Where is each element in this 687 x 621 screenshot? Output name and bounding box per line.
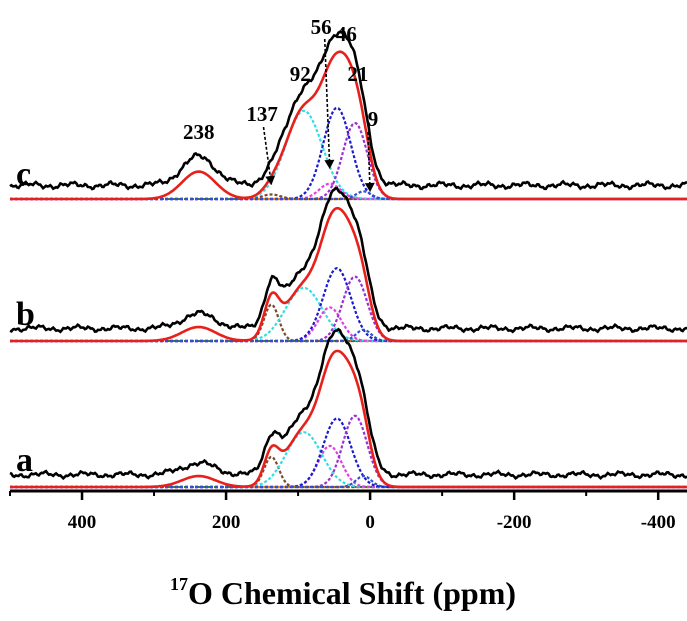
fit-sum-b	[10, 206, 687, 343]
peak-label-56: 56	[311, 15, 332, 39]
fit-sum-a	[10, 349, 687, 489]
peak-label-92: 92	[290, 62, 311, 86]
peak-label-46: 46	[336, 22, 357, 46]
panel-label-c: c	[16, 156, 31, 193]
component-56-a	[10, 444, 687, 489]
panel-label-b: b	[16, 296, 35, 333]
component-137-b	[10, 303, 687, 343]
fit-sum-c	[10, 50, 687, 201]
experimental-a	[9, 327, 687, 481]
panel-label-a: a	[16, 442, 33, 479]
x-tick-label-200: 200	[212, 512, 241, 533]
peak-arrowhead-2	[364, 182, 375, 192]
experimental-c	[9, 30, 687, 191]
peak-arrow-2	[367, 131, 371, 193]
x-tick-label--400: -400	[641, 512, 676, 533]
experimental-b	[9, 186, 687, 334]
component-92-a	[10, 431, 687, 489]
peak-arrowhead-0	[265, 175, 276, 185]
component-137-a	[10, 455, 687, 489]
component-56-b	[10, 306, 687, 343]
panel-b: b	[9, 186, 687, 343]
panel-a: a	[9, 327, 687, 489]
peak-label-137: 137	[246, 102, 278, 126]
peak-label-9: 9	[368, 107, 379, 131]
x-axis-title: 17O Chemical Shift (ppm)	[170, 574, 516, 611]
x-axis: 400 200 0 -200 -400	[9, 489, 687, 533]
x-tick-label--200: -200	[497, 512, 532, 533]
peak-arrowhead-1	[324, 159, 335, 169]
x-tick-label-0: 0	[365, 512, 375, 533]
peak-label-238: 238	[183, 120, 215, 144]
peak-arrow-1	[323, 38, 331, 170]
x-axis-ticks: 400 200 0 -200 -400	[9, 491, 676, 533]
x-tick-label-400: 400	[68, 512, 97, 533]
peak-label-21: 21	[347, 62, 368, 86]
